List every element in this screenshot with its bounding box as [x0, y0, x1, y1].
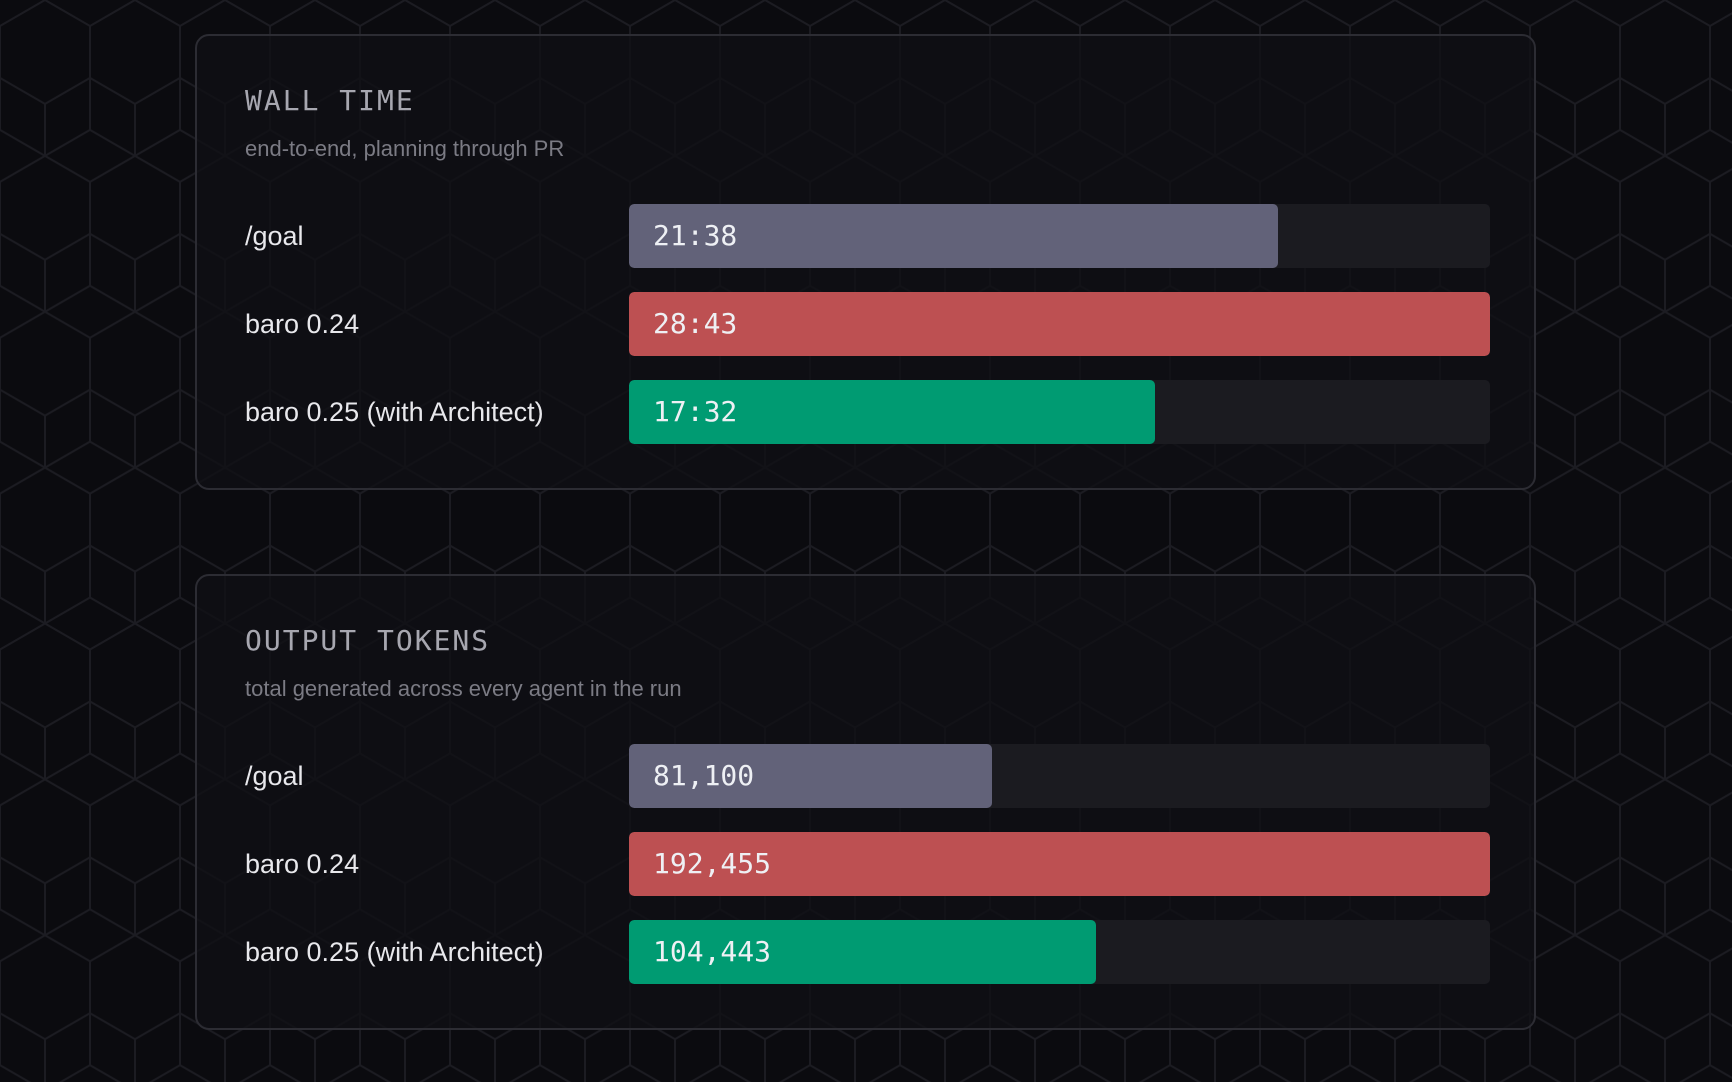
bar-value-label: 21:38	[653, 219, 738, 252]
bar-category-label: baro 0.25 (with Architect)	[245, 937, 544, 967]
bar-track: 21:38	[629, 204, 1490, 268]
bar-category-label: /goal	[245, 221, 304, 251]
bar-row-baro-0-24: baro 0.24 28:43	[245, 292, 1490, 356]
bar-category-label: baro 0.24	[245, 849, 360, 879]
bar-baro-0-25: 104,443	[629, 920, 1096, 984]
bar-row-baro-0-25: baro 0.25 (with Architect) 17:32	[245, 380, 1490, 444]
bar-track: 17:32	[629, 380, 1490, 444]
wall-time-chart-card: WALL TIME end-to-end, planning through P…	[195, 34, 1536, 490]
bar-value-label: 17:32	[653, 395, 738, 428]
bar-track: 192,455	[629, 832, 1490, 896]
chart-title: OUTPUT TOKENS	[245, 624, 491, 657]
bar-category-label: baro 0.24	[245, 309, 360, 339]
bar-value-label: 104,443	[653, 935, 772, 968]
bar-baro-0-24: 192,455	[629, 832, 1490, 896]
bar-goal: 21:38	[629, 204, 1278, 268]
bar-track: 104,443	[629, 920, 1490, 984]
bar-row-baro-0-25: baro 0.25 (with Architect) 104,443	[245, 920, 1490, 984]
bar-category-label: baro 0.25 (with Architect)	[245, 397, 544, 427]
bar-value-label: 81,100	[653, 759, 755, 792]
bar-track: 81,100	[629, 744, 1490, 808]
bar-goal: 81,100	[629, 744, 992, 808]
chart-title: WALL TIME	[245, 84, 415, 117]
bar-value-label: 192,455	[653, 847, 772, 880]
bar-row-goal: /goal 81,100	[245, 744, 1490, 808]
bar-row-baro-0-24: baro 0.24 192,455	[245, 832, 1490, 896]
bar-track: 28:43	[629, 292, 1490, 356]
chart-subtitle: total generated across every agent in th…	[245, 676, 682, 701]
bar-baro-0-25: 17:32	[629, 380, 1155, 444]
bar-row-goal: /goal 21:38	[245, 204, 1490, 268]
bar-category-label: /goal	[245, 761, 304, 791]
chart-subtitle: end-to-end, planning through PR	[245, 136, 565, 161]
bar-value-label: 28:43	[653, 307, 738, 340]
output-tokens-chart-card: OUTPUT TOKENS total generated across eve…	[195, 574, 1536, 1030]
bar-baro-0-24: 28:43	[629, 292, 1490, 356]
